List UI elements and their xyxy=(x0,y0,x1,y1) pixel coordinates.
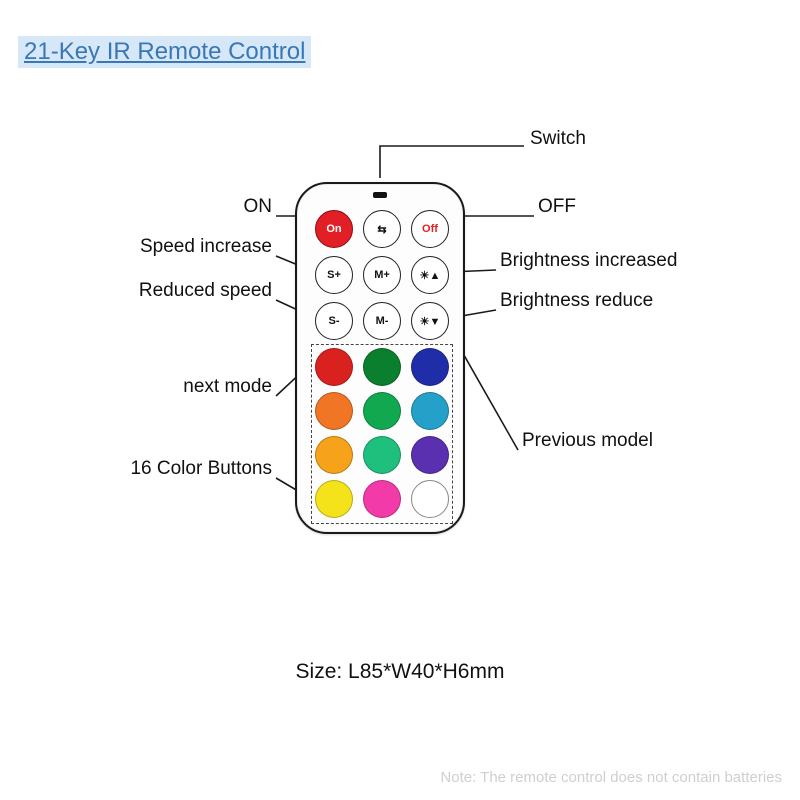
on-button[interactable]: On xyxy=(315,210,353,248)
color-button-1[interactable] xyxy=(363,348,401,386)
page-title: 21-Key IR Remote Control xyxy=(18,36,311,68)
button-row-3: S- M- ☀▼ xyxy=(315,302,449,340)
label-bright-dec: Brightness reduce xyxy=(500,290,653,312)
mode-minus-button[interactable]: M- xyxy=(363,302,401,340)
color-button-10[interactable] xyxy=(363,480,401,518)
color-button-3[interactable] xyxy=(315,392,353,430)
remote-body: On ⇆ Off S+ M+ ☀▲ S- M- ☀▼ xyxy=(295,182,465,534)
switch-button[interactable]: ⇆ xyxy=(363,210,401,248)
label-off: OFF xyxy=(538,196,576,218)
bright-minus-button[interactable]: ☀▼ xyxy=(411,302,449,340)
speed-plus-button[interactable]: S+ xyxy=(315,256,353,294)
color-button-5[interactable] xyxy=(411,392,449,430)
label-color-buttons: 16 Color Buttons xyxy=(130,458,272,480)
color-button-0[interactable] xyxy=(315,348,353,386)
color-button-2[interactable] xyxy=(411,348,449,386)
ir-window xyxy=(373,192,387,198)
button-row-1: On ⇆ Off xyxy=(315,210,449,248)
note-text: Note: The remote control does not contai… xyxy=(440,769,782,786)
color-button-6[interactable] xyxy=(315,436,353,474)
color-button-7[interactable] xyxy=(363,436,401,474)
size-text: Size: L85*W40*H6mm xyxy=(0,660,800,684)
mode-plus-button[interactable]: M+ xyxy=(363,256,401,294)
color-button-11[interactable] xyxy=(411,480,449,518)
label-speed-dec: Reduced speed xyxy=(139,280,272,302)
color-button-4[interactable] xyxy=(363,392,401,430)
label-next-mode: next mode xyxy=(183,376,272,398)
label-on: ON xyxy=(244,196,273,218)
label-prev-mode: Previous model xyxy=(522,430,653,452)
button-row-2: S+ M+ ☀▲ xyxy=(315,256,449,294)
bright-plus-button[interactable]: ☀▲ xyxy=(411,256,449,294)
diagram-stage: Switch ON OFF Speed increase Reduced speed Br… xyxy=(0,120,800,680)
color-button-9[interactable] xyxy=(315,480,353,518)
label-bright-inc: Brightness increased xyxy=(500,250,677,272)
color-button-8[interactable] xyxy=(411,436,449,474)
off-button[interactable]: Off xyxy=(411,210,449,248)
color-grid xyxy=(315,348,449,518)
label-speed-inc: Speed increase xyxy=(140,236,272,258)
label-switch: Switch xyxy=(530,128,586,150)
speed-minus-button[interactable]: S- xyxy=(315,302,353,340)
